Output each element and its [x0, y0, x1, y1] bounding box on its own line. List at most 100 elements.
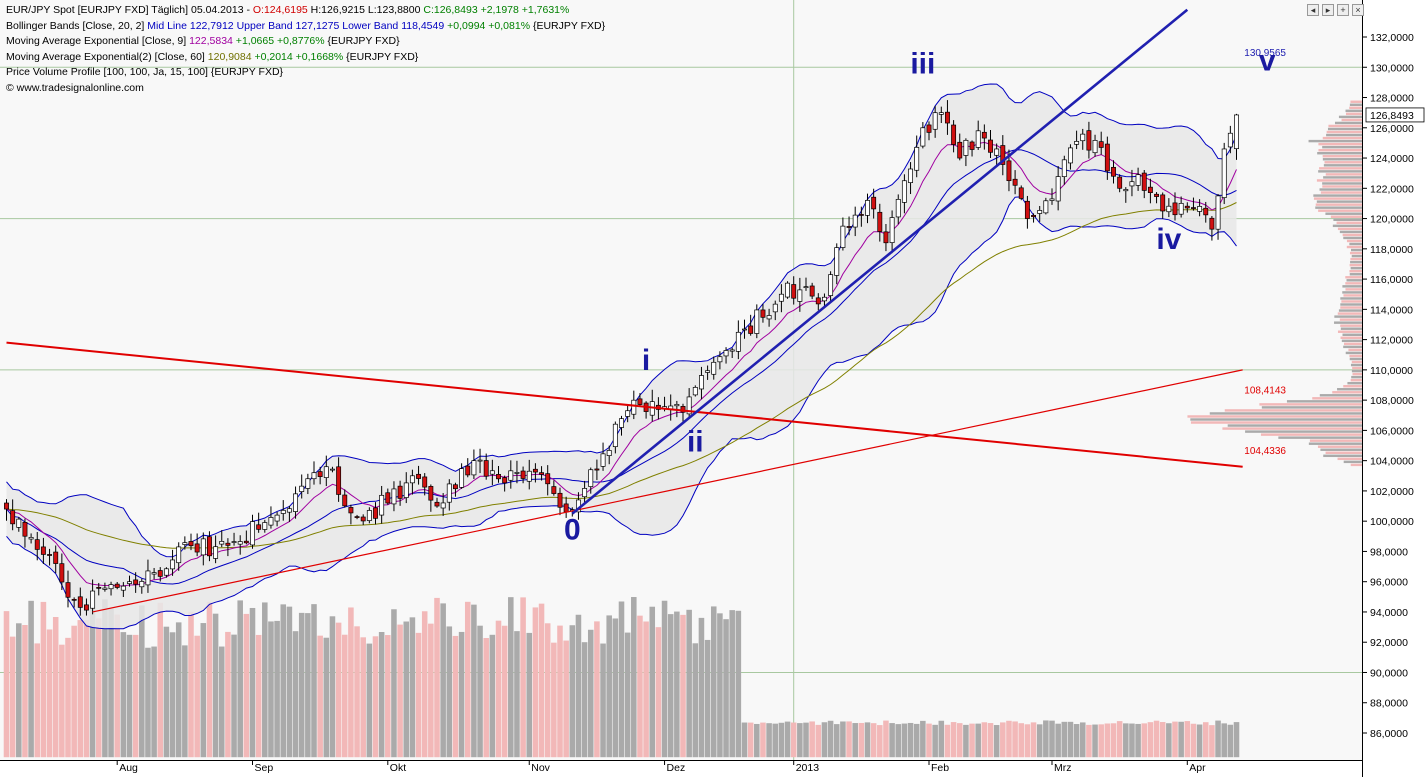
volume-bar	[268, 621, 274, 758]
price-tick-label: 98,0000	[1370, 546, 1408, 558]
scroll-right-button[interactable]: ▸	[1322, 4, 1334, 16]
candle-body	[342, 494, 348, 507]
candle	[483, 453, 489, 480]
volume-profile-row	[1349, 251, 1362, 255]
legend-bollinger[interactable]: Bollinger Bands [Close, 20, 2] Mid Line …	[6, 19, 605, 35]
candle	[612, 421, 618, 454]
candle-body	[502, 477, 508, 484]
volume-profile-row	[1346, 279, 1362, 282]
volume-profile-row	[1349, 273, 1362, 276]
candle	[1117, 174, 1123, 193]
volume-bar	[212, 613, 219, 758]
candle	[274, 511, 280, 527]
volume-profile-row	[1346, 245, 1362, 249]
candle	[772, 300, 778, 321]
candle-body	[1049, 198, 1055, 201]
volume-bar	[987, 723, 994, 758]
candle	[170, 549, 175, 576]
volume-profile-row	[1337, 388, 1362, 391]
scroll-left-button[interactable]: ◂	[1307, 4, 1319, 16]
candle	[1012, 170, 1018, 195]
legend-volume-profile[interactable]: Price Volume Profile [100, 100, Ja, 15, …	[6, 66, 284, 79]
candle	[994, 143, 1000, 166]
candle-body	[785, 282, 791, 298]
volume-bar	[157, 602, 164, 758]
volume-bar	[674, 611, 680, 758]
volume-bar	[1221, 723, 1227, 758]
last-price-box[interactable]	[1365, 107, 1425, 123]
volume-profile-row	[1349, 270, 1362, 273]
volume-bar	[926, 723, 932, 758]
legend-ema9[interactable]: Moving Average Exponential [Close, 9] 12…	[6, 34, 605, 50]
candle	[748, 314, 754, 336]
volume-profile-row	[1316, 179, 1362, 182]
volume-bar	[723, 619, 729, 758]
candle	[791, 276, 797, 305]
candle	[760, 303, 766, 323]
maximize-button[interactable]: +	[1337, 4, 1349, 16]
candle-body	[440, 502, 446, 509]
time-tick-label: Sep	[255, 762, 274, 774]
candle-body	[889, 217, 895, 243]
candle-body	[539, 472, 545, 475]
trend-line-wave-channel[interactable]	[571, 8, 1189, 515]
candle	[1227, 125, 1233, 154]
trend-lines[interactable]: 104,4336 108,4143 130,9565	[6, 8, 1287, 613]
candle	[594, 459, 600, 481]
candle	[914, 135, 920, 178]
volume-bar	[1178, 721, 1184, 758]
volume-bar	[477, 625, 483, 758]
volume-profile-row	[1325, 451, 1362, 454]
candle	[883, 224, 889, 252]
candle-body	[77, 596, 83, 608]
volume-bar	[446, 626, 453, 758]
candle-body	[477, 459, 483, 462]
volume-bar	[747, 722, 754, 758]
candle	[366, 507, 372, 524]
volume-bar	[89, 607, 96, 758]
volume-bar	[963, 724, 969, 758]
volume-bar	[532, 607, 539, 758]
close-button[interactable]: ×	[1352, 4, 1364, 16]
time-axis[interactable]: Aug Sep Okt Nov Dez 2013 Feb Mrz Apr	[0, 760, 1362, 777]
candle-body	[582, 488, 588, 498]
volume-bar	[612, 618, 619, 758]
candle-body	[637, 398, 643, 405]
candle	[237, 535, 243, 555]
candle-body	[858, 214, 864, 216]
candle	[133, 572, 139, 593]
candle-body	[778, 293, 784, 302]
candle	[47, 548, 53, 566]
volume-bar	[833, 724, 840, 758]
volume-profile-row	[1313, 194, 1362, 197]
candle-body	[1227, 132, 1233, 148]
volume-bar	[778, 722, 785, 758]
volume-bar	[1006, 720, 1012, 758]
candle	[108, 581, 114, 596]
volume-profile-row	[1325, 212, 1362, 215]
volume-bar	[237, 600, 243, 758]
candle	[194, 533, 200, 557]
volume-bar	[1030, 722, 1037, 758]
volume-bar	[102, 599, 108, 758]
candle-body	[526, 470, 532, 482]
volume-bar	[317, 635, 323, 758]
legend-ema60[interactable]: Moving Average Exponential(2) [Close, 60…	[6, 50, 605, 66]
candle-body	[133, 579, 139, 585]
candle	[453, 482, 458, 497]
candle	[809, 282, 815, 300]
volume-profile-row	[1344, 342, 1362, 346]
candle-body	[821, 296, 827, 302]
wave-label-i: i	[642, 344, 650, 377]
candle-body	[754, 309, 760, 334]
legend-price[interactable]: EUR/JPY Spot [EURJPY FXD] Täglich] 05.04…	[6, 3, 605, 19]
volume-bar	[397, 624, 403, 758]
candle	[920, 122, 926, 149]
trend-line-downtrend[interactable]	[6, 341, 1243, 468]
price-axis[interactable]: 86,0000 88,0000 90,0000 92,0000 94,0000 96,00…	[1362, 0, 1428, 777]
candle-body	[840, 225, 846, 248]
candle	[938, 106, 944, 123]
volume-profile-row	[1342, 285, 1362, 288]
trend-line-support[interactable]	[92, 369, 1243, 613]
